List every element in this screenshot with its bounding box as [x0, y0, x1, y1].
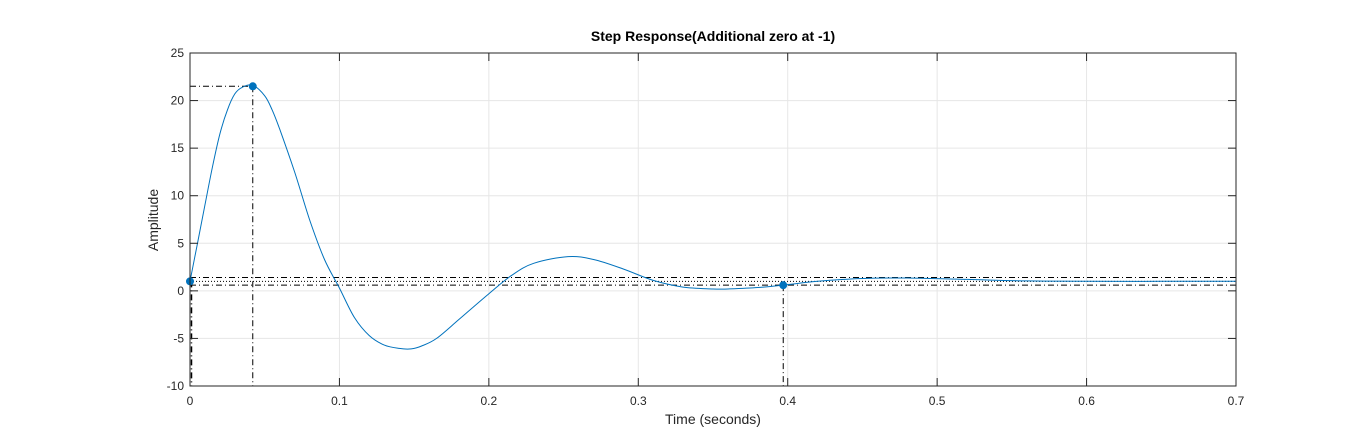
y-tick-label: 15 — [171, 141, 185, 155]
y-tick-label: 5 — [177, 236, 184, 250]
settling-time-marker — [779, 281, 788, 290]
y-tick-label: 25 — [171, 46, 185, 60]
x-tick-label: 0.5 — [929, 394, 946, 408]
y-tick-label: 0 — [177, 284, 184, 298]
x-tick-label: 0.4 — [779, 394, 796, 408]
y-tick-label: 10 — [171, 189, 185, 203]
axes-box — [189, 52, 1237, 387]
x-tick-label: 0.7 — [1228, 394, 1245, 408]
y-axis-label: Amplitude — [145, 189, 161, 251]
y-tick-label: -5 — [173, 331, 184, 345]
response-series — [189, 84, 1236, 350]
chart-title: Step Response(Additional zero at -1) — [591, 28, 835, 44]
x-tick-label: 0.6 — [1078, 394, 1095, 408]
axes-background — [190, 53, 1236, 386]
step-response-line — [189, 84, 1236, 350]
y-tick-label: 20 — [171, 94, 185, 108]
x-tick-label: 0.2 — [481, 394, 498, 408]
peak-marker — [248, 82, 257, 91]
tick-marks — [189, 52, 1237, 387]
reference-lines — [190, 85, 1236, 386]
x-tick-label: 0.3 — [630, 394, 647, 408]
x-tick-label: 0 — [187, 394, 194, 408]
x-tick-label: 0.1 — [331, 394, 348, 408]
grid-lines — [190, 53, 1236, 386]
y-tick-label: -10 — [167, 379, 185, 393]
tick-labels: 0 0.1 0.2 0.3 0.4 0.5 0.6 0.7 -10 -5 0 5 10 15 20 25 — [167, 46, 1245, 408]
x-axis-label: Time (seconds) — [665, 411, 761, 427]
